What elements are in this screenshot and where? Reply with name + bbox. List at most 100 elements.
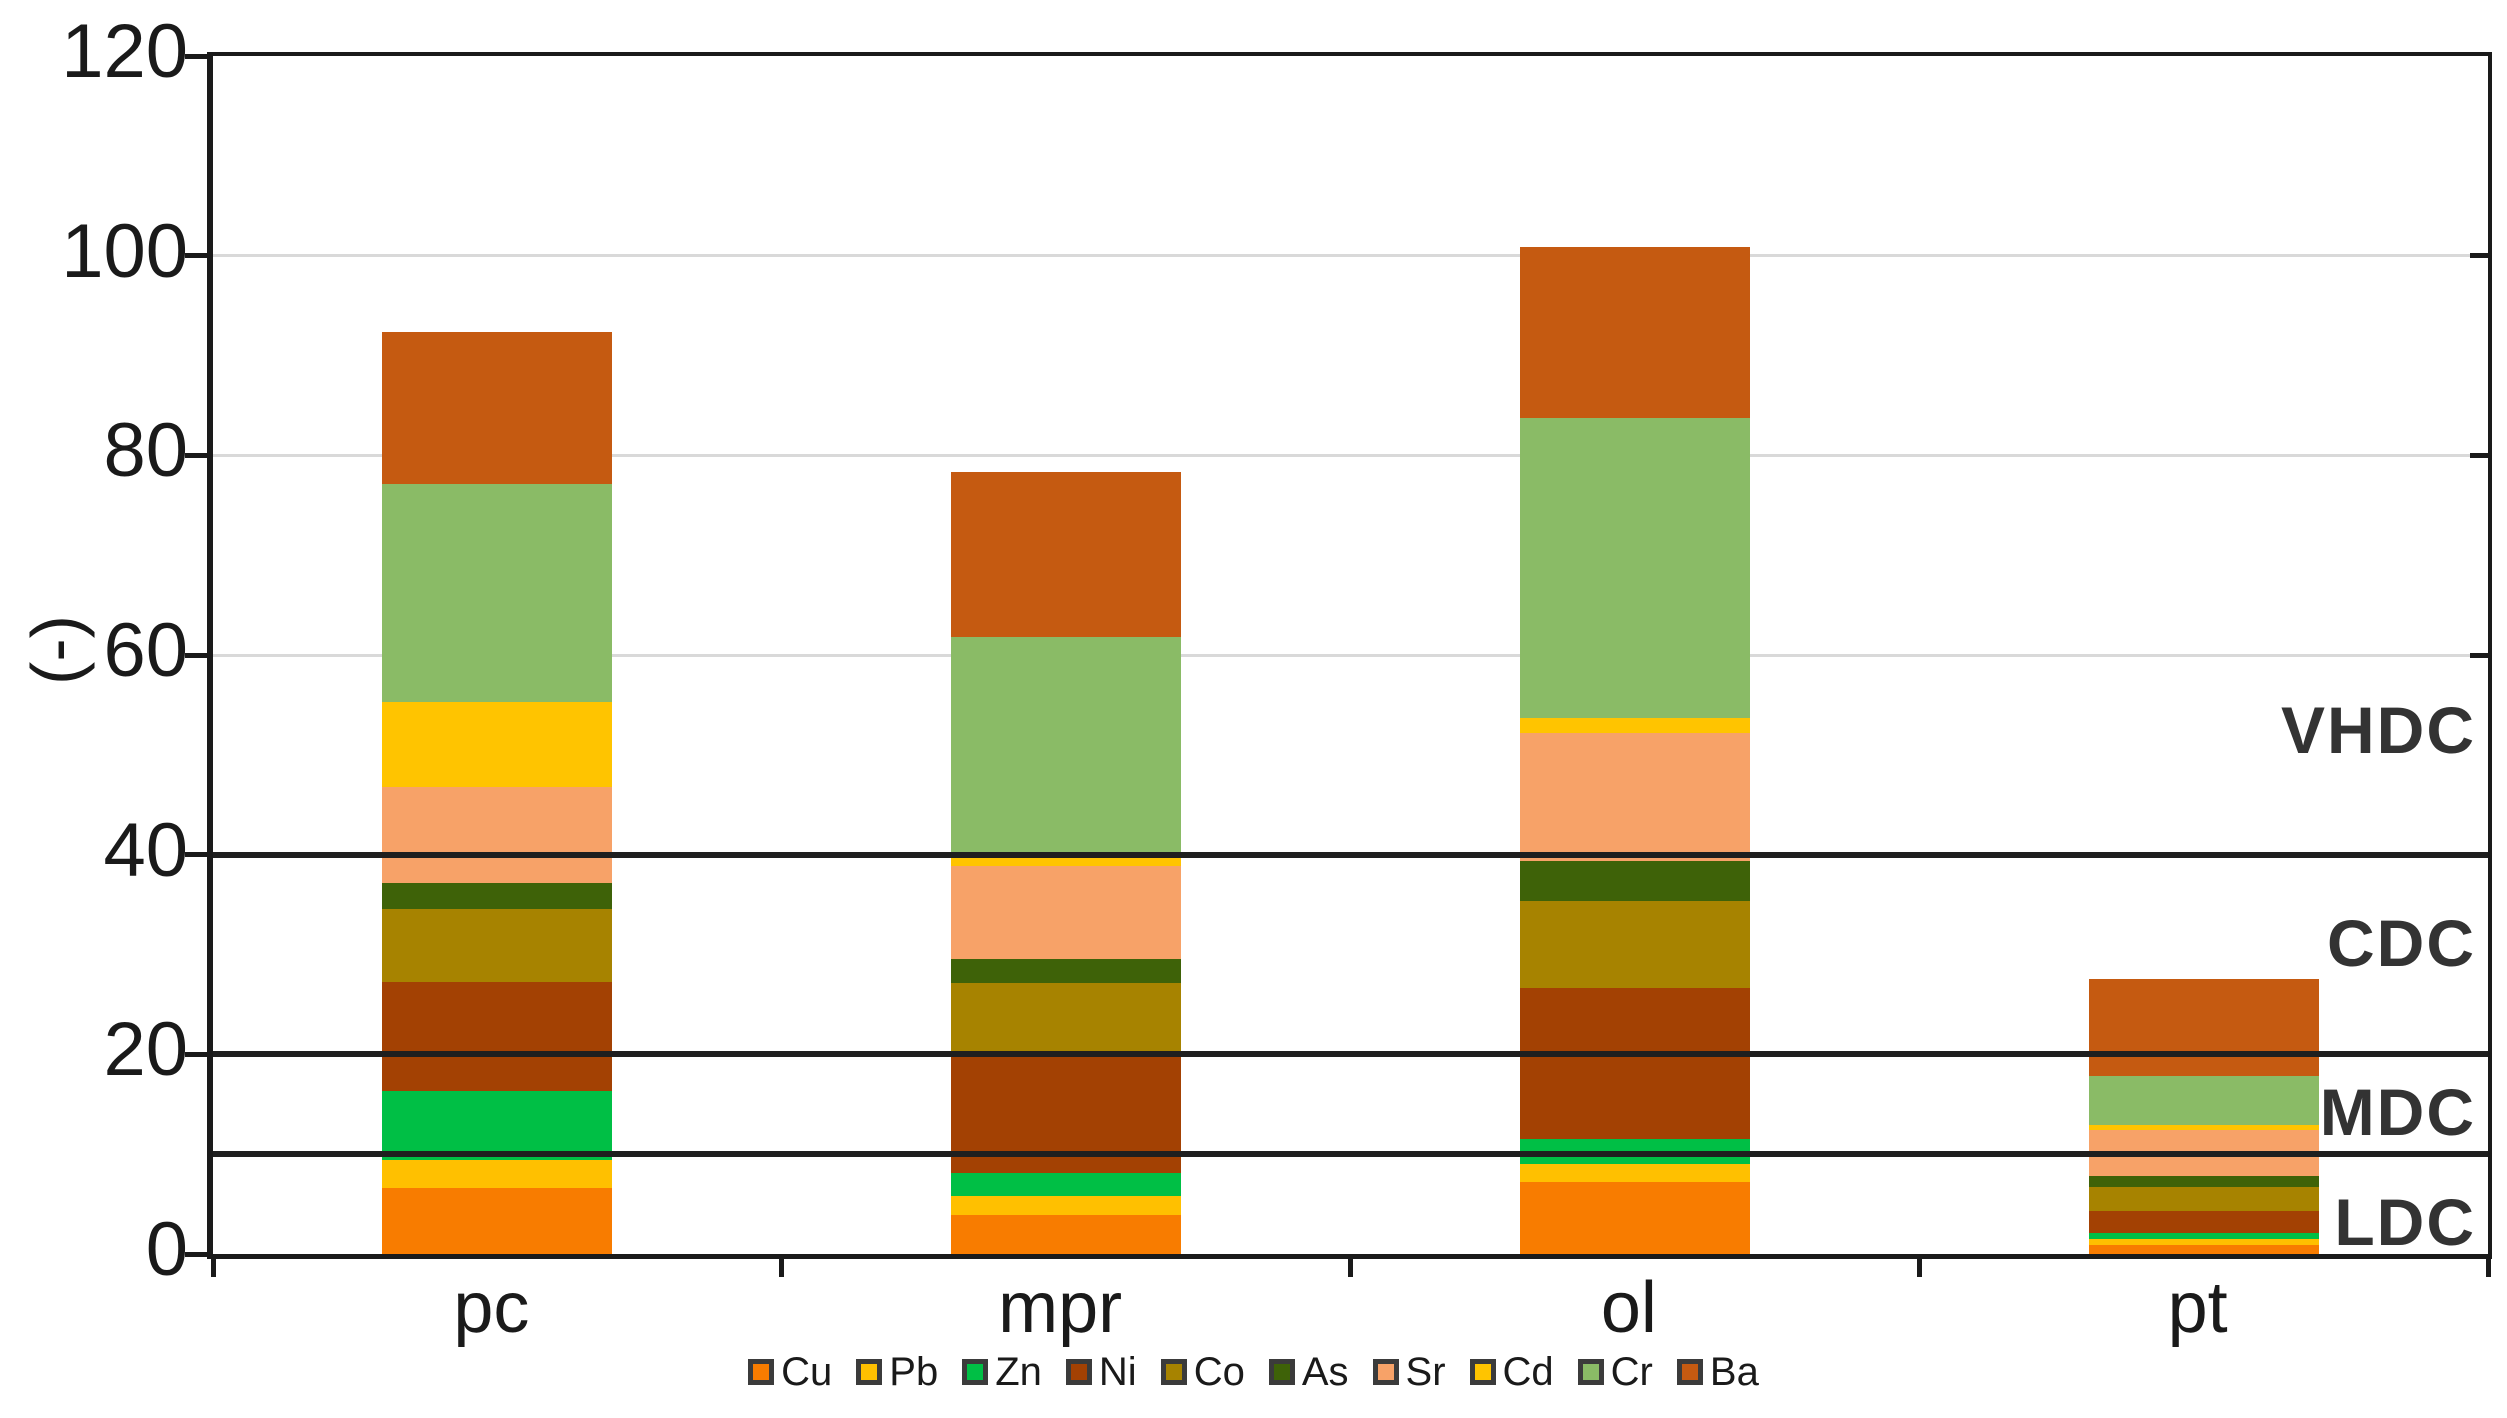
bar-segment-pc-As [382,882,613,909]
y-tick-label-60: 60 [103,608,188,693]
y-axis-tick-left-100 [185,253,207,259]
legend-label-Zn: Zn [995,1350,1042,1394]
x-axis-tick-0 [210,1259,216,1277]
legend-swatch-Zn [962,1359,989,1385]
y-axis-tick-left-40 [185,852,207,858]
gridline-y80 [213,453,2488,457]
bar-segment-pt-As [2088,1176,2319,1188]
bar-segment-mpr-Zn [951,1173,1182,1197]
legend-swatch-Cd [1469,1359,1496,1385]
legend-swatch-Cu [748,1359,775,1385]
legend-swatch-As [1268,1359,1295,1385]
bar-segment-pc-Cr [382,484,613,702]
bar-segment-pc-Sr [382,786,613,883]
bar-segment-pt-Cu [2088,1245,2319,1254]
bar-segment-mpr-Pb [951,1196,1182,1216]
bar-segment-pt-Pb [2088,1239,2319,1245]
bar-segment-ol-Pb [1519,1164,1750,1183]
y-tick-label-40: 40 [103,807,188,893]
bar-segment-ol-Cu [1519,1182,1750,1254]
bar-segment-pt-Ni [2088,1211,2319,1234]
legend-item-Pb: Pb [856,1352,938,1392]
legend-item-Cd: Cd [1469,1350,1554,1394]
bar-segment-mpr-Cu [951,1215,1182,1254]
legend-item-Cu: Cu [748,1352,832,1392]
bar-segment-ol-As [1519,860,1750,901]
legend-label-Co: Co [1193,1350,1245,1394]
threshold-label-ldc: LDC [2334,1185,2476,1260]
x-tick-label-ol: ol [1600,1268,1657,1348]
plot-area: VHDC CDC MDC LDC [185,52,2492,1277]
reference-line-40 [213,851,2488,858]
legend-item-Sr: Sr [1372,1352,1446,1392]
bar-segment-mpr-As [951,959,1182,984]
y-axis-tick-right-100 [2470,253,2488,259]
y-axis-tick-left-120 [185,53,207,59]
legend-item-Ni: Ni [1065,1350,1137,1394]
bar-segment-pc-Ba [382,331,613,485]
x-axis-tick-1 [779,1259,785,1277]
x-tick-label-mpr: mpr [998,1268,1123,1348]
threshold-label-mdc: MDC [2319,1075,2476,1150]
bar-segment-pc-Ni [382,982,613,1092]
y-axis-tick-right-60 [2470,652,2488,658]
legend-label-Ba: Ba [1709,1350,1759,1394]
y-tick-label-20: 20 [103,1007,188,1093]
bar-segment-pc-Cu [382,1188,613,1254]
reference-line-20 [213,1051,2488,1058]
legend-label-Ni: Ni [1098,1350,1137,1394]
legend-swatch-Ni [1065,1359,1092,1385]
legend-item-Zn: Zn [962,1352,1042,1392]
bar-segment-mpr-Sr [951,865,1182,960]
y-tick-label-0: 0 [145,1207,188,1292]
bar-segment-pt-Zn [2088,1233,2319,1240]
bar-segment-pt-Cd [2088,1125,2319,1131]
x-tick-label-pt: pt [2167,1268,2228,1348]
y-axis-tick-right-80 [2470,452,2488,458]
bar-segment-ol-Ba [1519,246,1750,419]
legend-swatch-Sr [1372,1359,1399,1385]
legend-item-Ba: Ba [1676,1350,1759,1394]
chart-legend: Cu Pb Zn Ni Co As Sr Cd Cr Ba [0,1352,2507,1392]
legend-swatch-Co [1160,1359,1187,1385]
y-tick-label-100: 100 [61,208,188,294]
y-axis-tick-left-20 [185,1051,207,1057]
bar-segment-ol-Co [1519,900,1750,989]
legend-label-Cr: Cr [1610,1350,1653,1394]
x-axis-tick-4 [2485,1259,2491,1277]
legend-item-Co: Co [1160,1350,1245,1394]
bar-segment-pt-Co [2088,1187,2319,1212]
y-tick-label-120: 120 [61,9,188,94]
bar-segment-pt-Cr [2088,1076,2319,1126]
bar-segment-mpr-Ba [951,472,1182,638]
gridline-y60 [213,653,2488,657]
y-axis-tick-left-60 [185,652,207,658]
legend-swatch-Ba [1676,1359,1703,1385]
x-axis-tick-3 [1916,1259,1922,1277]
bar-segment-ol-Cr [1519,418,1750,718]
bar-segment-mpr-Co [951,983,1182,1057]
reference-line-10 [213,1151,2488,1158]
bar-segment-mpr-Cd [951,854,1182,866]
bar-segment-mpr-Cr [951,637,1182,855]
legend-label-As: As [1301,1350,1349,1394]
legend-item-As: As [1268,1350,1349,1394]
legend-label-Cu: Cu [781,1350,833,1394]
y-axis-tick-left-80 [185,452,207,458]
bar-segment-pc-Co [382,908,613,983]
legend-label-Cd: Cd [1502,1350,1554,1394]
bar-segment-pt-Ba [2088,979,2319,1077]
legend-label-Pb: Pb [889,1350,939,1394]
x-tick-label-pc: pc [453,1268,530,1348]
legend-swatch-Cr [1577,1359,1604,1385]
bar-segment-pc-Pb [382,1160,613,1189]
legend-swatch-Pb [856,1359,883,1385]
bar-segment-pc-Cd [382,701,613,787]
bar-segment-ol-Cd [1519,717,1750,733]
bar-segment-pc-Zn [382,1091,613,1161]
threshold-label-vhdc: VHDC [2280,692,2476,767]
y-axis-tick-left-0 [185,1251,207,1257]
bar-segment-ol-Ni [1519,988,1750,1140]
bar-segment-ol-Sr [1519,732,1750,861]
